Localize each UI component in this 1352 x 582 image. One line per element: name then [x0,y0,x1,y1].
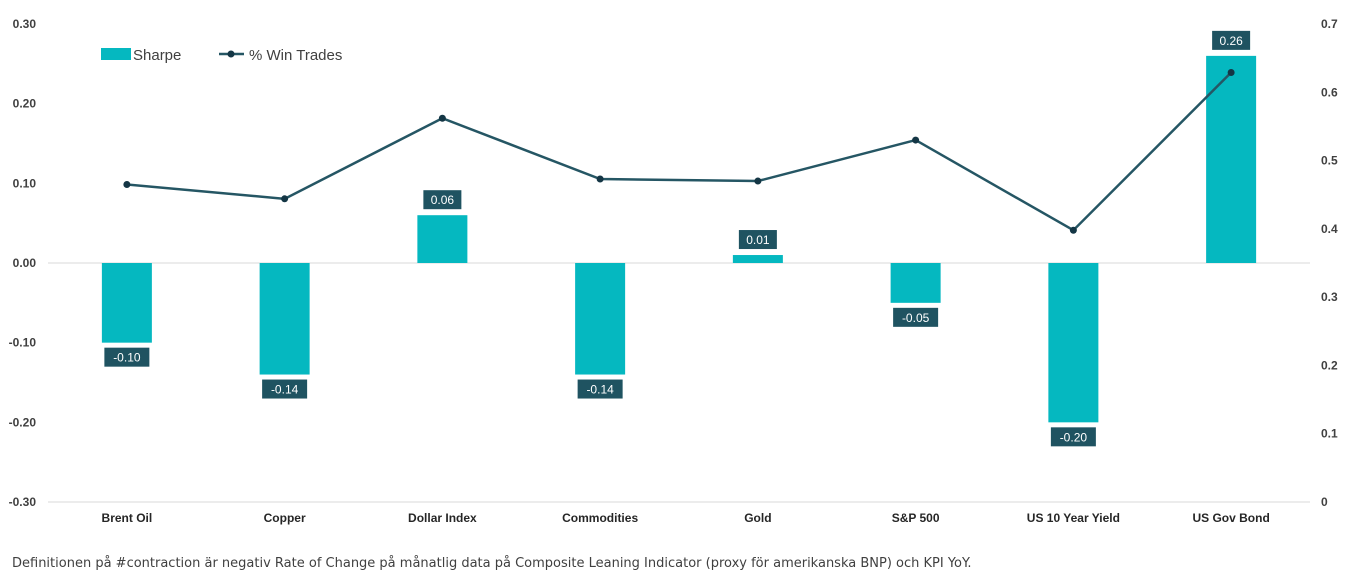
data-label-box [577,379,623,399]
bar [1048,263,1099,423]
category-label: S&P 500 [892,511,940,525]
chart: 0.300.200.100.00-0.10-0.20-0.30 0.70.60.… [9,17,1338,525]
data-label-box [262,379,308,399]
bar-data-label: -0.14 [262,379,308,399]
data-label-text: 0.26 [1219,34,1243,48]
bar [575,263,626,375]
line-point [123,180,131,188]
data-label-text: -0.14 [586,383,614,397]
bar-data-label: -0.10 [104,347,150,367]
line-point [912,136,920,144]
bar-data-label: 0.01 [738,230,777,250]
data-label-box [104,347,150,367]
bar [417,215,468,263]
legend-label-win-trades: % Win Trades [249,47,342,64]
data-label-text: 0.01 [746,233,770,247]
line-point [1069,226,1077,234]
line-point [1227,68,1235,76]
line-point [438,114,446,122]
bar-data-label: -0.14 [577,379,623,399]
bar [890,263,941,303]
data-label-box [423,190,462,210]
win-trades-line [126,71,1233,232]
legend-label-sharpe: Sharpe [133,47,181,64]
legend-marker-win-trades [227,50,235,58]
data-label-text: -0.05 [902,311,930,325]
line-series [123,68,1235,234]
data-label-box [1212,30,1251,50]
right-axis-ticks: 0.7 0.6 0.5 0.4 0.3 0.2 0.1 0 [1321,17,1338,509]
right-tick-label: 0.1 [1321,427,1338,441]
right-tick-label: 0.7 [1321,17,1338,31]
left-tick-label: -0.20 [9,415,37,429]
left-tick-label: -0.10 [9,336,37,350]
bar-series [101,55,1257,423]
bar [732,255,783,263]
category-label: US Gov Bond [1192,511,1269,525]
legend-swatch-sharpe [101,48,131,60]
bar [259,263,310,375]
category-label: Gold [744,511,771,525]
bar-data-labels: -0.10 -0.14 0.06 -0.14 0.01 -0.05 -0.20 0.26 [104,30,1251,447]
data-label-text: -0.10 [113,351,141,365]
data-label-text: -0.20 [1060,430,1088,444]
category-label: US 10 Year Yield [1027,511,1120,525]
bar-data-label: -0.20 [1050,427,1096,447]
bar [1206,55,1257,263]
line-point [596,175,604,183]
data-label-box [1050,427,1096,447]
category-labels: Brent Oil Copper Dollar Index Commodities Go… [102,511,1270,525]
bar-data-label: 0.06 [423,190,462,210]
left-axis-ticks: 0.30 0.20 0.10 0.00 -0.10 -0.20 -0.30 [9,17,37,509]
right-tick-label: 0 [1321,495,1328,509]
line-point [281,195,289,203]
legend: Sharpe % Win Trades [101,47,342,64]
line-point [754,177,762,185]
data-label-box [893,307,939,327]
category-label: Brent Oil [102,511,153,525]
footnote: Definitionen på #contraction är negativ … [12,556,972,571]
left-tick-label: 0.00 [13,256,37,270]
category-label: Commodities [562,511,638,525]
data-label-text: 0.06 [431,193,455,207]
data-label-text: -0.14 [271,383,299,397]
left-tick-label: 0.10 [13,176,37,190]
category-label: Dollar Index [408,511,477,525]
bar-data-label: -0.05 [893,307,939,327]
bar [101,263,152,343]
right-tick-label: 0.4 [1321,222,1338,236]
right-tick-label: 0.2 [1321,358,1338,372]
left-tick-label: 0.30 [13,17,37,31]
category-label: Copper [264,511,306,525]
bar-data-label: 0.26 [1212,30,1251,50]
right-tick-label: 0.6 [1321,85,1338,99]
right-tick-label: 0.3 [1321,290,1338,304]
left-tick-label: 0.20 [13,97,37,111]
data-label-box [738,230,777,250]
right-tick-label: 0.5 [1321,154,1338,168]
left-tick-label: -0.30 [9,495,37,509]
